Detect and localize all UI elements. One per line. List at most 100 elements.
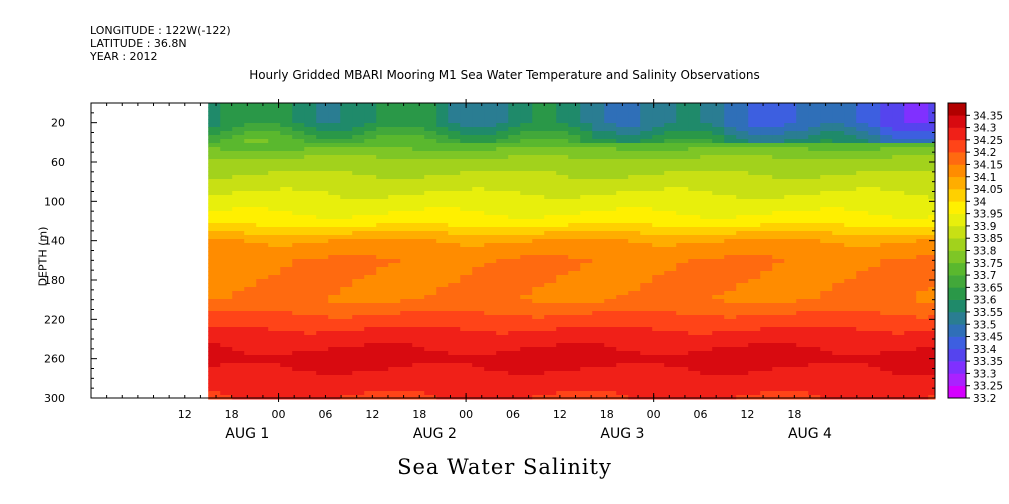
heatmap-cell (568, 143, 581, 148)
heatmap-cell (676, 203, 689, 208)
heatmap-cell (796, 131, 809, 136)
heatmap-cell (448, 327, 461, 332)
heatmap-cell (532, 155, 545, 160)
heatmap-cell (712, 323, 725, 328)
heatmap-cell (868, 271, 881, 276)
heatmap-cell (784, 211, 797, 216)
heatmap-cell (520, 343, 533, 348)
heatmap-cell (220, 223, 233, 228)
heatmap-cell (388, 139, 401, 144)
heatmap-cell (400, 191, 413, 196)
heatmap-cell (652, 355, 665, 360)
heatmap-cell (712, 147, 725, 152)
heatmap-cell (508, 315, 521, 320)
heatmap-cell (220, 367, 233, 372)
heatmap-cell (676, 319, 689, 324)
heatmap-cell (760, 283, 773, 288)
heatmap-cell (820, 315, 833, 320)
heatmap-cell (268, 215, 281, 220)
heatmap-cell (256, 259, 269, 264)
heatmap-cell (712, 179, 725, 184)
heatmap-cell (652, 267, 665, 272)
heatmap-cell (868, 359, 881, 364)
heatmap-cell (604, 203, 617, 208)
heatmap-cell (352, 351, 365, 356)
heatmap-cell (460, 255, 473, 260)
heatmap-cell (640, 391, 653, 396)
heatmap-cell (904, 155, 917, 160)
heatmap-cell (880, 383, 893, 388)
heatmap-cell (904, 351, 917, 356)
heatmap-cell (688, 287, 701, 292)
heatmap-cell (448, 387, 461, 392)
heatmap-cell (340, 331, 353, 336)
heatmap-cell (400, 275, 413, 280)
heatmap-cell (364, 347, 377, 352)
heatmap-cell (484, 111, 497, 116)
heatmap-cell (796, 147, 809, 152)
heatmap-cell (748, 271, 761, 276)
heatmap-cell (388, 147, 401, 152)
heatmap-cell (628, 375, 641, 380)
heatmap-cell (424, 351, 437, 356)
heatmap-cell (856, 235, 869, 240)
heatmap-cell (340, 231, 353, 236)
heatmap-cell (616, 203, 629, 208)
heatmap-cell (256, 335, 269, 340)
heatmap-cell (748, 391, 761, 396)
heatmap-cell (652, 291, 665, 296)
heatmap-cell (916, 367, 929, 372)
heatmap-cell (652, 135, 665, 140)
colorbar-label: 33.95 (973, 209, 1003, 221)
heatmap-cell (604, 227, 617, 232)
heatmap-cell (688, 223, 701, 228)
heatmap-cell (484, 359, 497, 364)
heatmap-cell (520, 111, 533, 116)
heatmap-cell (928, 259, 936, 264)
heatmap-cell (628, 163, 641, 168)
heatmap-cell (484, 303, 497, 308)
heatmap-cell (928, 315, 936, 320)
heatmap-cell (448, 335, 461, 340)
heatmap-cell (880, 171, 893, 176)
heatmap-cell (532, 295, 545, 300)
heatmap-cell (460, 219, 473, 224)
heatmap-cell (232, 363, 245, 368)
heatmap-cell (328, 303, 341, 308)
heatmap-cell (472, 395, 485, 400)
heatmap-cell (880, 351, 893, 356)
heatmap-cell (328, 207, 341, 212)
heatmap-cell (880, 387, 893, 392)
x-day-label: AUG 3 (600, 426, 644, 442)
heatmap-cell (772, 215, 785, 220)
heatmap-cell (736, 231, 749, 236)
heatmap-cell (436, 351, 449, 356)
heatmap-cell (904, 283, 917, 288)
heatmap-cell (784, 359, 797, 364)
heatmap-cell (532, 191, 545, 196)
heatmap-cell (352, 103, 365, 108)
heatmap-cell (568, 299, 581, 304)
heatmap-cell (364, 111, 377, 116)
heatmap-cell (808, 267, 821, 272)
heatmap-cell (868, 187, 881, 192)
heatmap-cell (916, 159, 929, 164)
heatmap-cell (592, 351, 605, 356)
heatmap-cell (628, 391, 641, 396)
heatmap-cell (256, 171, 269, 176)
heatmap-cell (868, 103, 881, 108)
heatmap-cell (484, 223, 497, 228)
heatmap-cell (844, 131, 857, 136)
heatmap-cell (256, 387, 269, 392)
heatmap-cell (640, 303, 653, 308)
heatmap-cell (916, 335, 929, 340)
heatmap-cell (400, 223, 413, 228)
heatmap-cell (352, 299, 365, 304)
heatmap-cell (892, 279, 905, 284)
heatmap-cell (892, 299, 905, 304)
heatmap-cell (916, 283, 929, 288)
heatmap-cell (760, 375, 773, 380)
heatmap-cell (556, 371, 569, 376)
heatmap-cell (232, 395, 245, 400)
heatmap-cell (832, 111, 845, 116)
